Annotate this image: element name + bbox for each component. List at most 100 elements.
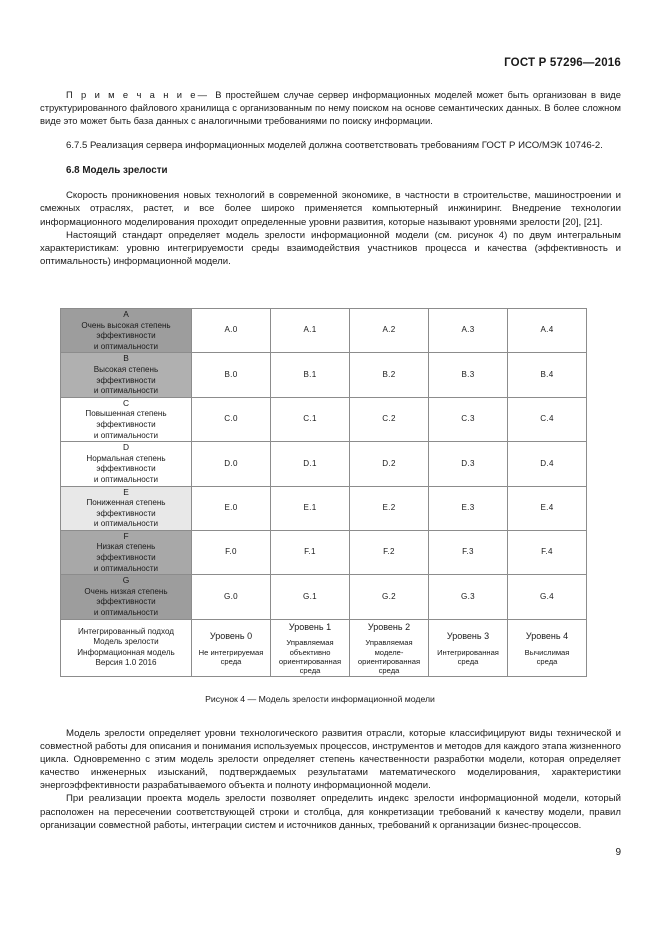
matrix-cell-d2[interactable]: D.2 — [349, 441, 429, 487]
level-desc-line2: объективно — [289, 647, 331, 657]
level-desc-line1: Управляемая — [286, 638, 334, 648]
level-label: Уровень 3 — [446, 631, 490, 642]
table-row: G Очень низкая степень эффективности и о… — [60, 574, 587, 620]
matrix-cell-g0[interactable]: G.0 — [191, 574, 271, 620]
matrix-cell-f3[interactable]: F.3 — [428, 529, 508, 576]
level-desc-line4: среда — [299, 666, 321, 676]
column-header-level-1: Уровень 1 Управляемая объективно ориенти… — [270, 618, 350, 677]
matrix-cell-d3[interactable]: D.3 — [428, 441, 508, 487]
note-label: П р и м е ч а н и е — [66, 89, 198, 100]
row-header-g: G Очень низкая степень эффективности и о… — [60, 574, 192, 620]
row-desc-line1: Очень низкая степень — [84, 586, 168, 596]
matrix-cell-b0[interactable]: B.0 — [191, 352, 271, 398]
document-header-standard-number: ГОСТ Р 57296—2016 — [504, 57, 621, 69]
matrix-cell-c4[interactable]: C.4 — [507, 396, 587, 443]
row-desc-line1: Низкая степень — [96, 542, 156, 552]
matrix-cell-e3[interactable]: E.3 — [428, 485, 508, 531]
row-letter: C — [122, 397, 130, 408]
level-desc-line3: ориентированная — [278, 657, 342, 667]
level-desc-line2: среда — [457, 657, 479, 667]
matrix-cell-c3[interactable]: C.3 — [428, 396, 508, 443]
level-label: Уровень 2 — [367, 621, 411, 632]
row-desc-line2: эффективности — [96, 331, 156, 341]
matrix-cell-d4[interactable]: D.4 — [507, 441, 587, 487]
corner-line4: Версия 1.0 2016 — [95, 658, 157, 668]
matrix-cell-e0[interactable]: E.0 — [191, 485, 271, 531]
matrix-cell-e2[interactable]: E.2 — [349, 485, 429, 531]
clause-6-8-heading: 6.8 Модель зрелости — [66, 165, 168, 177]
matrix-cell-d1[interactable]: D.1 — [270, 441, 350, 487]
row-letter: F — [123, 530, 129, 541]
matrix-cell-f4[interactable]: F.4 — [507, 529, 587, 576]
matrix-cell-f1[interactable]: F.1 — [270, 529, 350, 576]
corner-line2: Модель зрелости — [93, 637, 159, 647]
upper-text-block: П р и м е ч а н и е— В простейшем случае… — [40, 88, 621, 268]
matrix-cell-e1[interactable]: E.1 — [270, 485, 350, 531]
note-text: В простейшем случае сервер информационны… — [40, 89, 621, 127]
matrix-cell-b2[interactable]: B.2 — [349, 352, 429, 398]
matrix-cell-a3[interactable]: A.3 — [428, 307, 508, 354]
level-label: Уровень 4 — [525, 631, 569, 642]
row-desc-line3: и оптимальности — [93, 386, 159, 396]
spacer — [40, 127, 621, 139]
row-header-f: F Низкая степень эффективности и оптимал… — [60, 529, 192, 576]
row-letter: D — [122, 442, 130, 453]
figure-4-maturity-matrix: A Очень высокая степень эффективности и … — [60, 307, 587, 704]
column-header-level-4: Уровень 4 Вычислимая среда — [507, 618, 587, 677]
spacer — [40, 177, 621, 189]
matrix-cell-c1[interactable]: C.1 — [270, 396, 350, 443]
row-desc-line3: и оптимальности — [93, 474, 159, 484]
column-header-level-0: Уровень 0 Не интегрируемая среда — [191, 618, 271, 677]
row-desc-line2: эффективности — [96, 419, 156, 429]
row-desc-line1: Высокая степень — [93, 364, 159, 374]
matrix-cell-g2[interactable]: G.2 — [349, 574, 429, 620]
column-header-level-3: Уровень 3 Интегрированная среда — [428, 618, 508, 677]
matrix-cell-g4[interactable]: G.4 — [507, 574, 587, 620]
level-desc-line1: Управляемая — [365, 638, 413, 648]
row-desc-line2: эффективности — [96, 553, 156, 563]
matrix-cell-d0[interactable]: D.0 — [191, 441, 271, 487]
row-desc-line1: Очень высокая степень — [81, 320, 171, 330]
matrix-cell-c0[interactable]: C.0 — [191, 396, 271, 443]
matrix-cell-b1[interactable]: B.1 — [270, 352, 350, 398]
matrix-cell-g3[interactable]: G.3 — [428, 574, 508, 620]
maturity-model-table: A Очень высокая степень эффективности и … — [60, 307, 587, 677]
row-desc-line1: Повышенная степень — [85, 409, 167, 419]
level-desc-line2: среда — [220, 657, 242, 667]
matrix-cell-f0[interactable]: F.0 — [191, 529, 271, 576]
row-header-a: A Очень высокая степень эффективности и … — [60, 307, 192, 354]
matrix-cell-g1[interactable]: G.1 — [270, 574, 350, 620]
level-desc-line4: среда — [378, 666, 400, 676]
figure-caption: Рисунок 4 — Модель зрелости информационн… — [205, 693, 435, 704]
row-desc-line3: и оптимальности — [93, 563, 159, 573]
spacer — [40, 152, 621, 164]
row-desc-line3: и оптимальности — [93, 519, 159, 529]
matrix-cell-b3[interactable]: B.3 — [428, 352, 508, 398]
level-label: Уровень 1 — [288, 621, 332, 632]
row-header-b: B Высокая степень эффективности и оптима… — [60, 352, 192, 398]
matrix-cell-a0[interactable]: A.0 — [191, 307, 271, 354]
matrix-cell-a1[interactable]: A.1 — [270, 307, 350, 354]
row-letter: G — [122, 575, 130, 586]
paragraph-maturity-index: При реализации проекта модель зрелости п… — [40, 793, 621, 831]
lower-text-block: Модель зрелости определяет уровни технол… — [40, 727, 621, 832]
level-desc-line2: среда — [536, 657, 558, 667]
row-desc-line3: и оптимальности — [93, 341, 159, 351]
matrix-cell-c2[interactable]: C.2 — [349, 396, 429, 443]
table-row: A Очень высокая степень эффективности и … — [60, 307, 587, 354]
paragraph-maturity-levels: Модель зрелости определяет уровни технол… — [40, 728, 621, 792]
level-desc-line1: Интегрированная — [437, 647, 499, 657]
table-row: E Пониженная степень эффективности и опт… — [60, 485, 587, 531]
row-header-c: C Повышенная степень эффективности и опт… — [60, 396, 192, 443]
row-letter: A — [123, 309, 129, 319]
row-letter: B — [123, 353, 129, 364]
row-header-d: D Нормальная степень эффективности и опт… — [60, 441, 192, 487]
row-desc-line2: эффективности — [96, 508, 156, 518]
table-header-row: Интегрированный подход Модель зрелости И… — [60, 618, 587, 677]
matrix-cell-a2[interactable]: A.2 — [349, 307, 429, 354]
matrix-cell-a4[interactable]: A.4 — [507, 307, 587, 354]
matrix-cell-f2[interactable]: F.2 — [349, 529, 429, 576]
matrix-cell-b4[interactable]: B.4 — [507, 352, 587, 398]
matrix-cell-e4[interactable]: E.4 — [507, 485, 587, 531]
